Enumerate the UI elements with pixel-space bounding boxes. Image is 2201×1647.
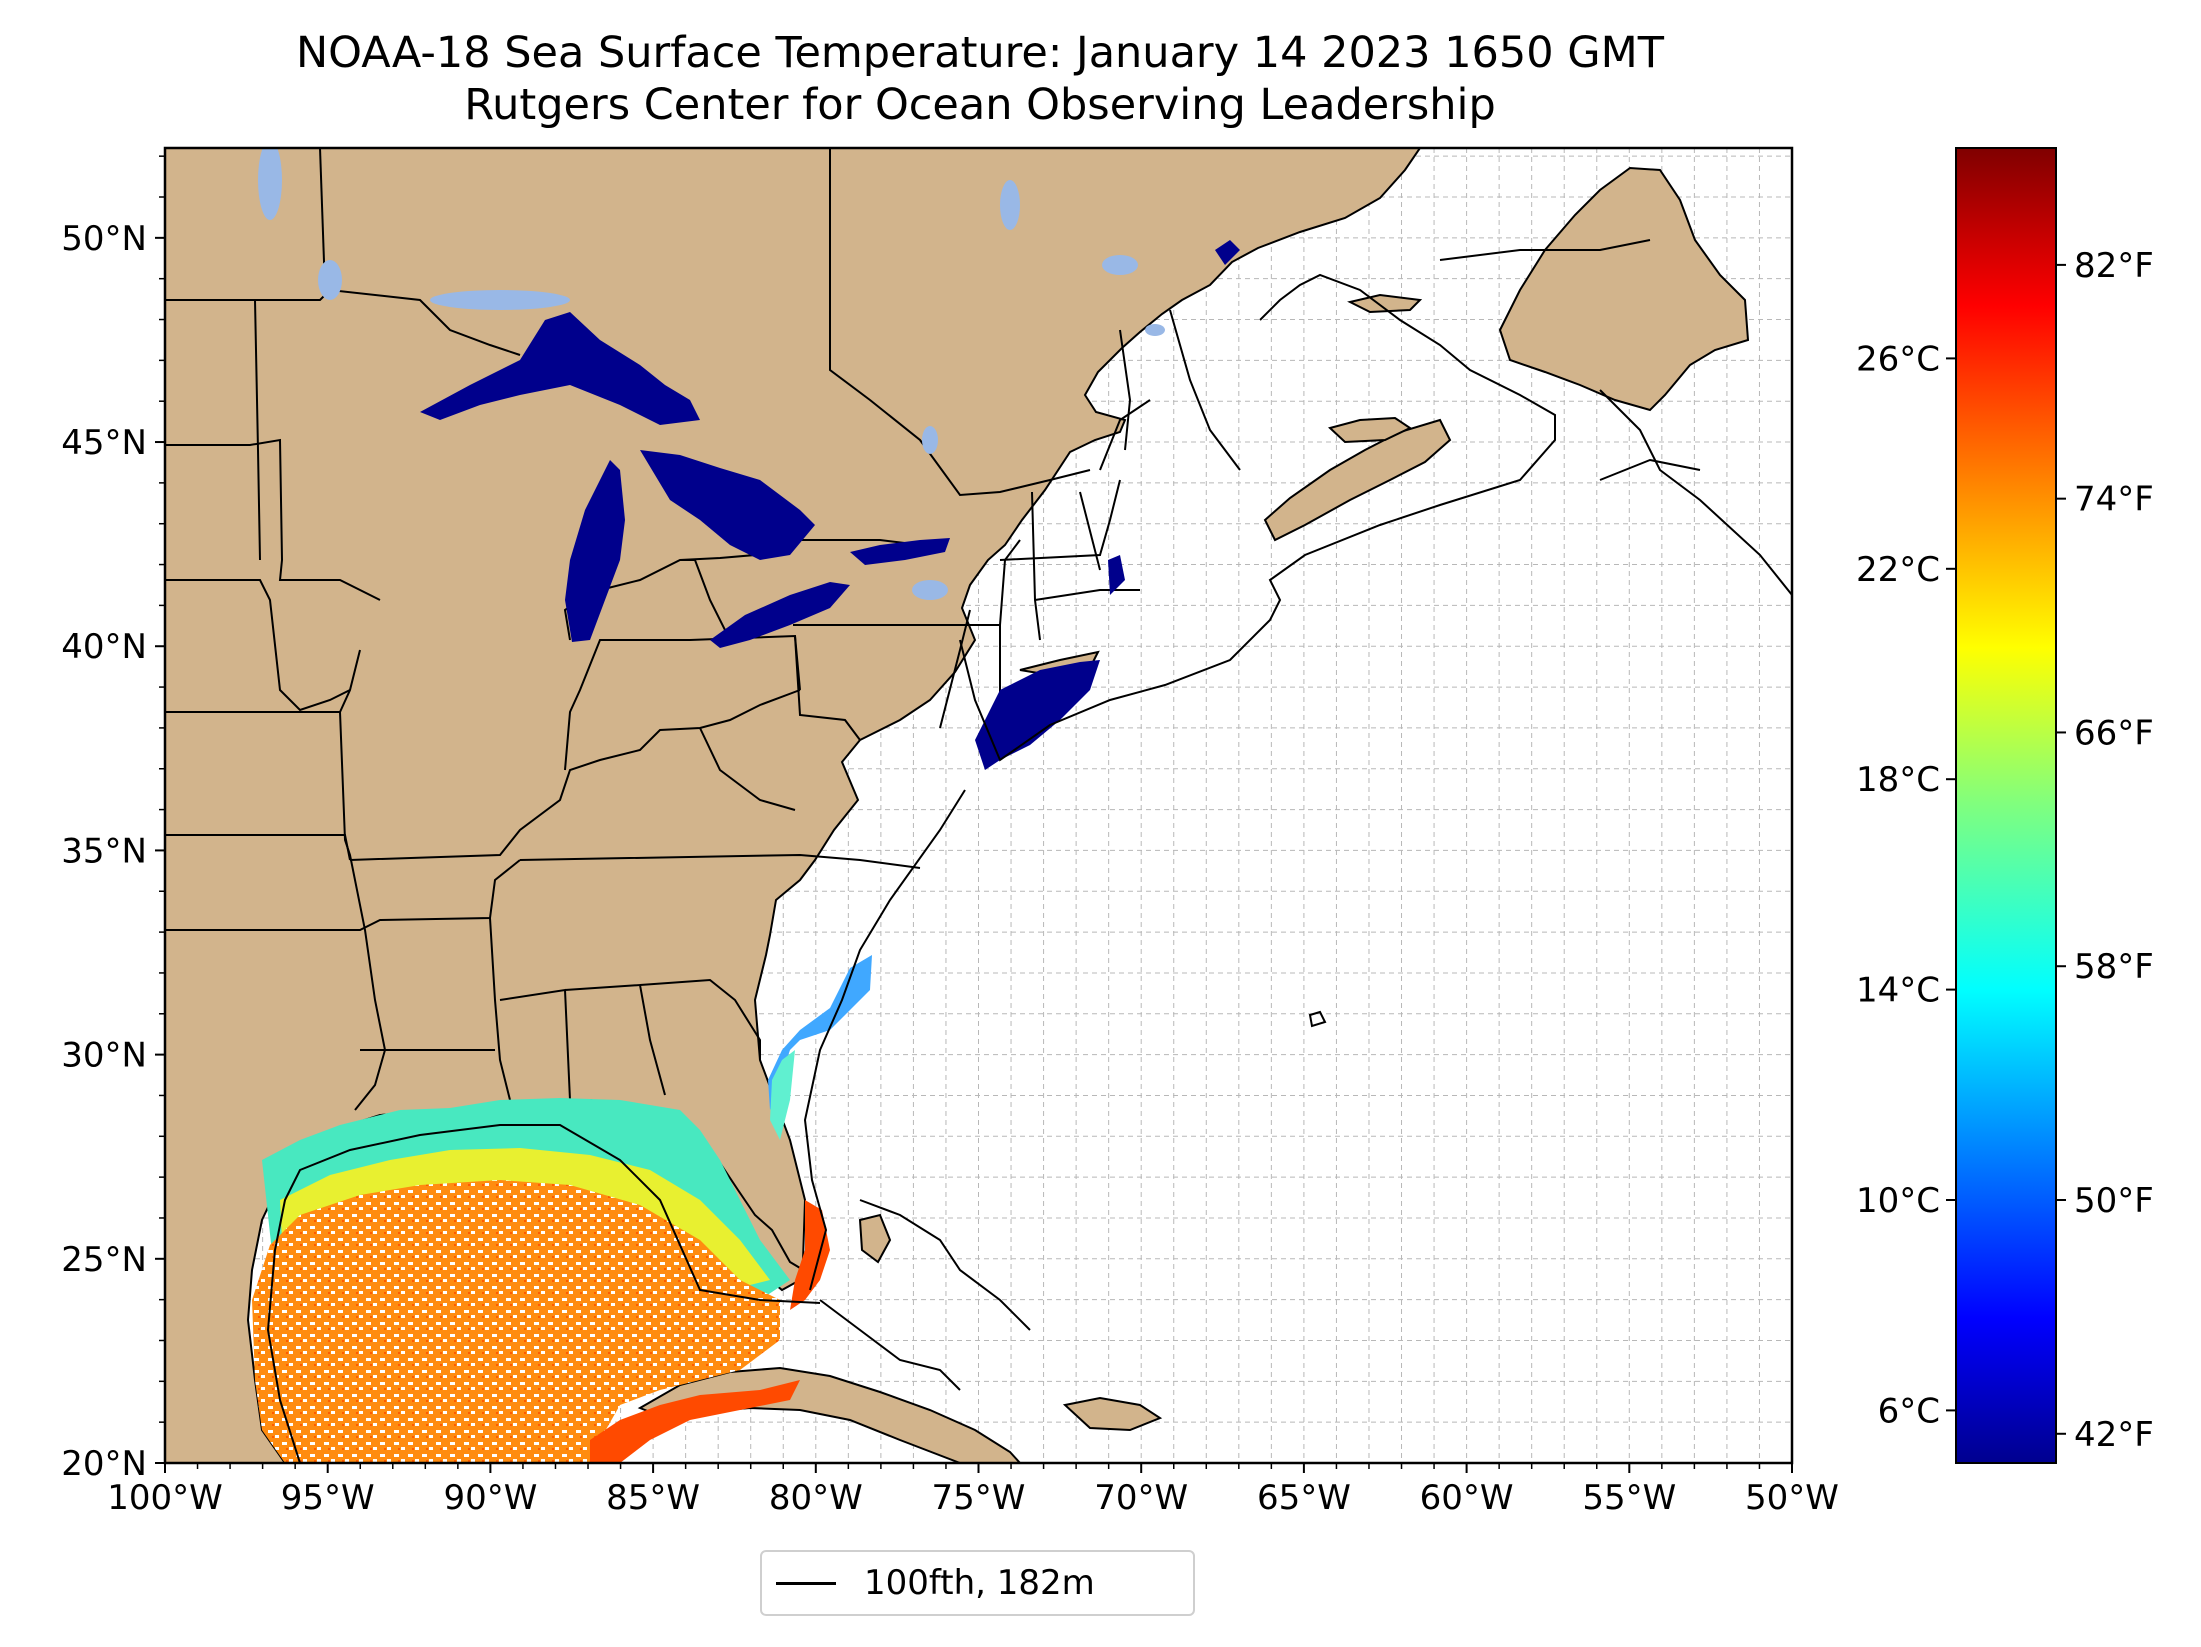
lake-erie bbox=[710, 582, 850, 648]
sst-gulf-of-mexico bbox=[252, 1098, 830, 1463]
celsius-tick-label: 22°C bbox=[1856, 550, 1940, 590]
lake-huron bbox=[640, 450, 815, 560]
land-anticosti bbox=[1347, 293, 1423, 314]
sst-shelf-cool bbox=[262, 1098, 790, 1300]
lake-ontario bbox=[850, 538, 950, 565]
inland-lakes bbox=[258, 148, 1165, 600]
celsius-tick-label: 18°C bbox=[1856, 760, 1940, 800]
celsius-tick-label: 26°C bbox=[1856, 339, 1940, 379]
celsius-tick-label: 10°C bbox=[1856, 1181, 1940, 1221]
celsius-tick-label: 14°C bbox=[1856, 971, 1940, 1011]
colorbar-celsius-ticks: 6°C 10°C 14°C 18°C 22°C 26°C bbox=[1856, 339, 1956, 1431]
legend-isobath-line bbox=[776, 1581, 836, 1585]
fahrenheit-tick-label: 50°F bbox=[2074, 1181, 2154, 1221]
lon-tick-label: 60°W bbox=[1420, 1478, 1514, 1518]
ny-bight-cold-water bbox=[975, 660, 1100, 770]
lon-tick-label: 50°W bbox=[1745, 1478, 1839, 1518]
lon-tick-label: 55°W bbox=[1582, 1478, 1676, 1518]
fahrenheit-tick-label: 42°F bbox=[2074, 1415, 2154, 1455]
lat-tick-label: 45°N bbox=[61, 423, 147, 463]
lon-tick-label: 70°W bbox=[1094, 1478, 1188, 1518]
lon-tick-label: 100°W bbox=[107, 1478, 223, 1518]
celsius-tick-label: 6°C bbox=[1878, 1391, 1940, 1431]
lon-tick-label: 90°W bbox=[443, 1478, 537, 1518]
land-pei bbox=[1327, 416, 1413, 444]
fahrenheit-tick-label: 82°F bbox=[2074, 246, 2154, 286]
fahrenheit-tick-label: 74°F bbox=[2074, 480, 2154, 520]
isobath-100fth bbox=[266, 239, 1792, 1463]
map-subtitle: Rutgers Center for Ocean Observing Leade… bbox=[464, 80, 1496, 130]
fahrenheit-tick-label: 58°F bbox=[2074, 947, 2154, 987]
lon-axis: 100°W 95°W 90°W 85°W 80°W 75°W 70°W 65°W 60°W 55°… bbox=[107, 1463, 1839, 1518]
land-nova-scotia bbox=[1263, 418, 1452, 542]
lat-tick-label: 30°N bbox=[61, 1036, 147, 1076]
sst-loop-current bbox=[590, 1380, 800, 1463]
sst-gulf-stream-florida bbox=[790, 1200, 830, 1310]
map-area bbox=[165, 148, 1792, 1463]
lake-michigan bbox=[565, 460, 625, 642]
lon-tick-label: 85°W bbox=[606, 1478, 700, 1518]
lat-tick-label: 35°N bbox=[61, 831, 147, 871]
colorbar bbox=[1955, 147, 2057, 1464]
fahrenheit-tick-label: 66°F bbox=[2074, 713, 2154, 753]
map-legend: 100fth, 182m bbox=[760, 1550, 1195, 1616]
lat-axis: 20°N 25°N 30°N 35°N 40°N 45°N 50°N bbox=[61, 155, 165, 1484]
sst-gulf-warm bbox=[252, 1180, 780, 1463]
lon-tick-label: 75°W bbox=[932, 1478, 1026, 1518]
lon-tick-label: 95°W bbox=[281, 1478, 375, 1518]
colorbar-fahrenheit-ticks: 42°F 50°F 58°F 66°F 74°F 82°F bbox=[2056, 246, 2154, 1455]
lat-tick-label: 40°N bbox=[61, 627, 147, 667]
lat-tick-label: 20°N bbox=[61, 1444, 147, 1484]
lat-tick-label: 50°N bbox=[61, 219, 147, 259]
lon-tick-label: 65°W bbox=[1257, 1478, 1351, 1518]
land-bahamas-andros bbox=[858, 1213, 892, 1264]
sst-shelf-yellow bbox=[280, 1148, 770, 1300]
land-hispaniola bbox=[1062, 1396, 1163, 1432]
lon-tick-label: 80°W bbox=[769, 1478, 863, 1518]
lat-tick-label: 25°N bbox=[61, 1240, 147, 1280]
land-newfoundland bbox=[1498, 166, 1750, 412]
legend-label: 100fth, 182m bbox=[864, 1563, 1095, 1603]
lake-superior bbox=[420, 312, 700, 425]
map-title: NOAA-18 Sea Surface Temperature: January… bbox=[296, 28, 1664, 78]
great-lakes bbox=[420, 312, 1100, 770]
sst-atlantic-coast bbox=[768, 240, 1240, 1140]
